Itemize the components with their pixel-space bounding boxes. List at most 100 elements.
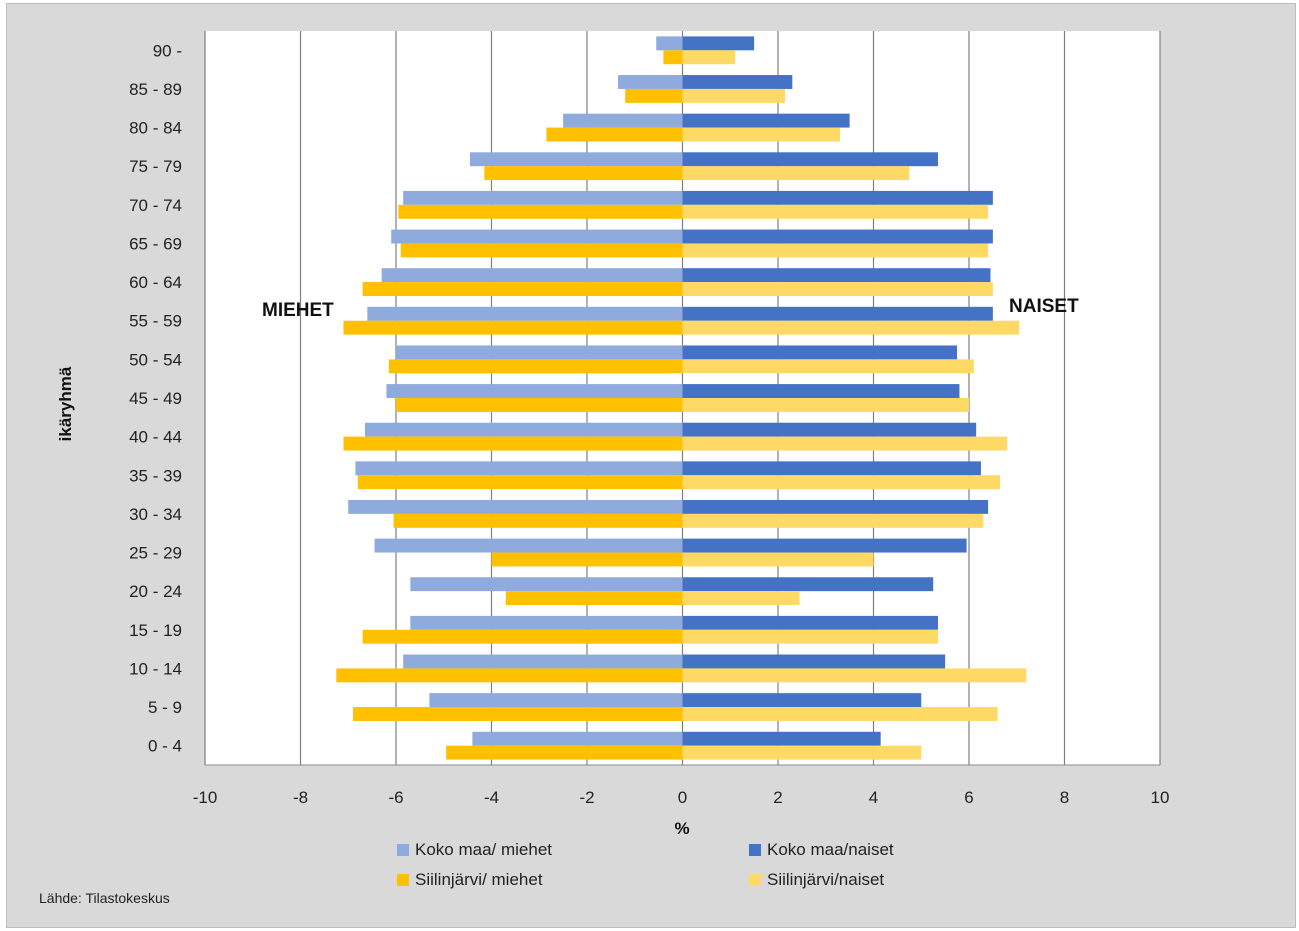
legend-label: Koko maa/naiset: [767, 840, 894, 859]
bar: [682, 693, 922, 708]
x-tick-label: 4: [869, 788, 878, 807]
x-tick-label: 2: [773, 788, 782, 807]
bar: [429, 693, 683, 708]
legend-label: Siilinjärvi/naiset: [767, 870, 884, 889]
bar: [682, 204, 989, 219]
bar: [682, 499, 989, 514]
bar: [682, 668, 1027, 683]
bar: [682, 475, 1001, 490]
legend-label: Koko maa/ miehet: [415, 840, 552, 859]
x-axis-title: %: [674, 819, 689, 838]
bar: [682, 513, 984, 528]
bar: [682, 615, 938, 630]
bar: [682, 461, 981, 476]
bar: [682, 113, 850, 128]
bar: [663, 50, 683, 65]
y-tick-label: 50 - 54: [129, 350, 182, 369]
y-tick-label: 35 - 39: [129, 466, 182, 485]
chart-frame: -10 -8 -6 -4 -2 0 2 4 6 8 10 0 - 4 5 - 9 10 - 14 15 -…: [6, 3, 1296, 928]
source-note: Lähde: Tilastokeskus: [39, 890, 170, 906]
bar: [682, 75, 793, 89]
bar: [618, 75, 683, 89]
bar: [386, 384, 683, 398]
bar: [682, 552, 874, 567]
bars: [336, 36, 1027, 760]
x-tick-label: -8: [293, 788, 308, 807]
bar: [336, 668, 683, 683]
x-tick-label: 8: [1060, 788, 1069, 807]
bar: [682, 654, 946, 669]
y-tick-label: 55 - 59: [129, 312, 182, 331]
bar: [682, 243, 989, 258]
y-tick-label: 10 - 14: [129, 659, 182, 678]
bar: [367, 306, 683, 321]
x-tick-label: -6: [388, 788, 403, 807]
bar: [682, 745, 922, 760]
bar: [343, 436, 683, 451]
population-pyramid-chart: -10 -8 -6 -4 -2 0 2 4 6 8 10 0 - 4 5 - 9 10 - 14 15 -…: [39, 31, 1170, 906]
bar: [484, 166, 683, 181]
y-tick-label: 30 - 34: [129, 505, 182, 524]
bar: [491, 552, 683, 567]
bar: [682, 359, 974, 374]
bar: [353, 707, 683, 721]
bar: [682, 731, 881, 746]
bar: [381, 268, 683, 283]
y-tick-label: 45 - 49: [129, 389, 182, 408]
bar: [396, 345, 683, 360]
legend-label: Siilinjärvi/ miehet: [415, 870, 543, 889]
bar: [396, 398, 683, 412]
y-tick-label: 20 - 24: [129, 582, 182, 601]
y-tick-label: 85 - 89: [129, 80, 182, 99]
bar: [682, 707, 998, 721]
x-tick-label: 0: [678, 788, 687, 807]
bar: [472, 731, 683, 746]
bar: [682, 88, 786, 103]
bar: [470, 152, 683, 167]
bar: [682, 50, 736, 65]
bar: [398, 204, 683, 219]
y-tick-label: 40 - 44: [129, 428, 182, 447]
bar: [682, 436, 1008, 451]
bar: [682, 591, 800, 606]
bar: [656, 36, 683, 51]
bar: [391, 229, 683, 244]
legend: Koko maa/ miehet Koko maa/naiset Siilinjär…: [397, 840, 894, 889]
legend-swatch: [749, 844, 761, 856]
y-tick-label: 0 - 4: [148, 737, 182, 756]
bar: [682, 320, 1020, 335]
bar: [393, 513, 683, 528]
bar: [343, 320, 683, 335]
bar: [682, 190, 993, 205]
bar: [357, 475, 683, 490]
bar: [625, 88, 683, 103]
bar: [682, 384, 960, 398]
bar: [410, 615, 683, 630]
bar: [364, 422, 683, 437]
bar: [682, 398, 969, 412]
y-tick-label: 65 - 69: [129, 234, 182, 253]
y-axis-title: ikäryhmä: [56, 366, 75, 441]
bar: [546, 127, 683, 142]
bar: [505, 591, 683, 606]
y-tick-label: 80 - 84: [129, 119, 182, 138]
y-tick-label: 70 - 74: [129, 196, 182, 215]
miehet-annotation: MIEHET: [262, 300, 334, 321]
y-tick-label: 15 - 19: [129, 621, 182, 640]
x-tick-labels: -10 -8 -6 -4 -2 0 2 4 6 8 10: [193, 788, 1170, 807]
bar: [682, 166, 910, 181]
bar: [682, 127, 841, 142]
bar: [682, 422, 977, 437]
bar: [355, 461, 683, 476]
bar: [682, 36, 755, 51]
y-tick-label: 60 - 64: [129, 273, 182, 292]
bar: [682, 268, 991, 283]
x-tick-label: 6: [964, 788, 973, 807]
bar: [682, 152, 938, 167]
bar: [563, 113, 683, 128]
bar: [682, 345, 958, 360]
x-tick-label: -2: [579, 788, 594, 807]
bar: [682, 229, 993, 244]
bar: [682, 282, 993, 297]
bar: [400, 243, 683, 258]
